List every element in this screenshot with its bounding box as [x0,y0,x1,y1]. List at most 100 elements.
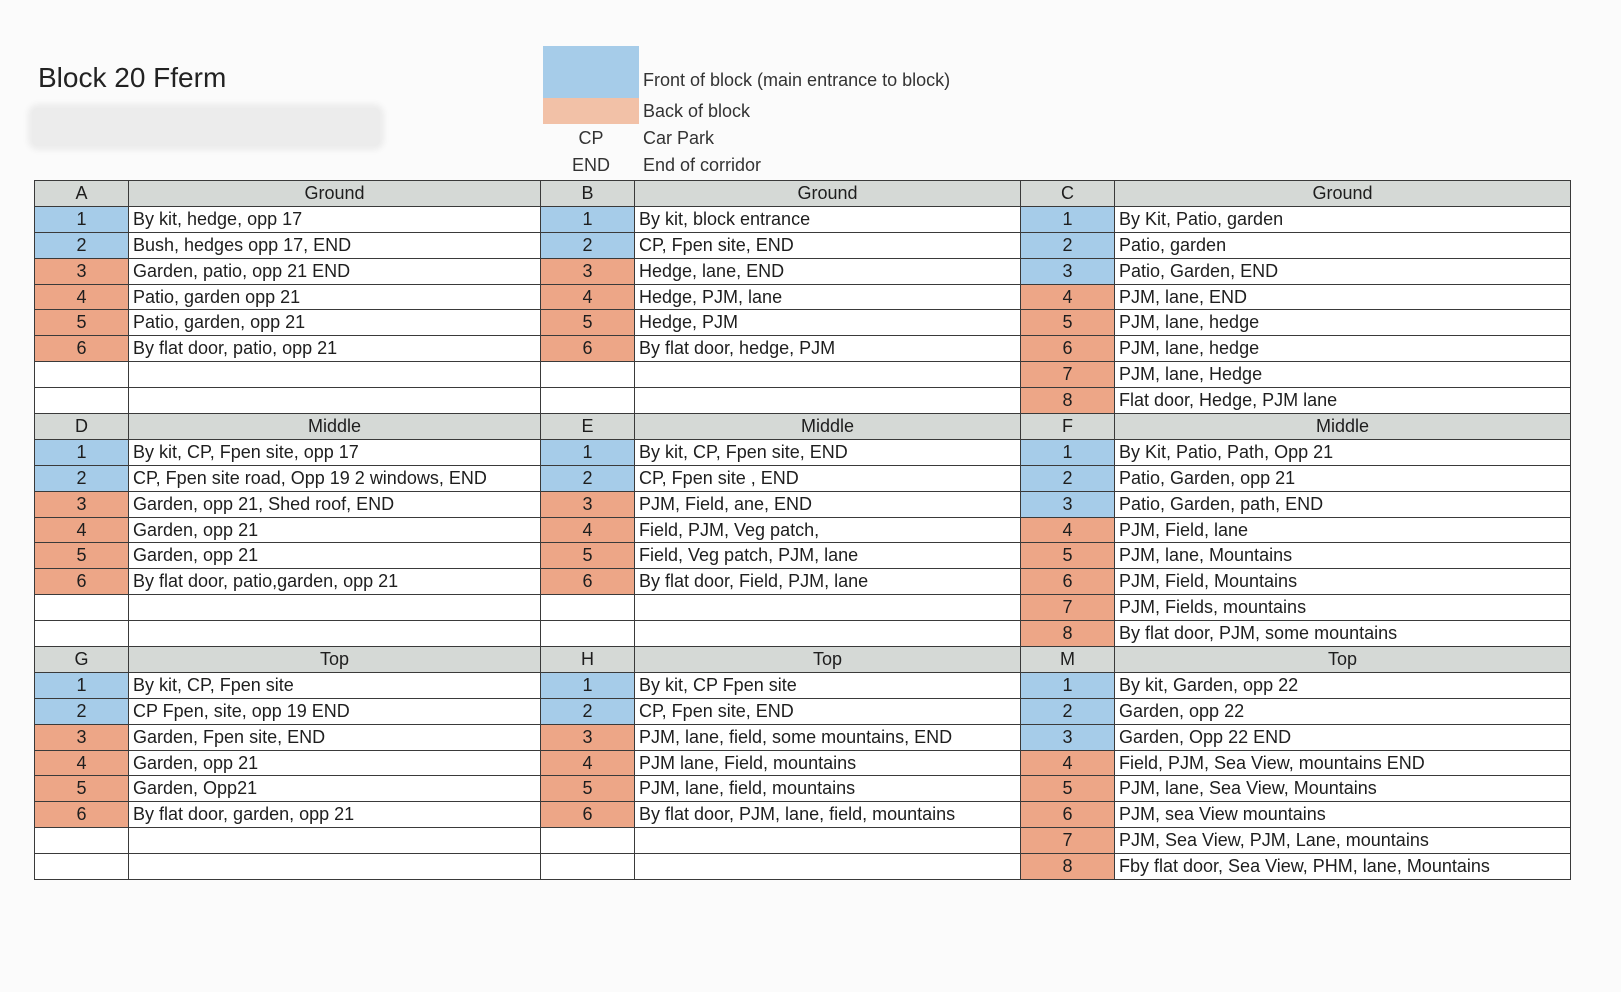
table-row: 8 Fby flat door, Sea View, PHM, lane, Mou… [34,853,1571,881]
empty-cell [540,827,635,855]
room-number: 5 [1020,309,1115,337]
room-description: PJM, lane, END [1114,283,1571,311]
empty-cell [34,620,129,648]
table-row: 5 Garden, Opp21 5 PJM, lane, field, mountai… [34,775,1571,803]
empty-cell [128,594,541,622]
empty-cell [34,594,129,622]
room-number: 3 [540,490,635,518]
room-description: By flat door, patio, opp 21 [128,335,541,363]
table-row: 8 By flat door, PJM, some mountains [34,620,1571,648]
table-row: 2 CP, Fpen site road, Opp 19 2 windows, E… [34,464,1571,492]
room-description: PJM, Field, ane, END [634,490,1021,518]
room-number: 1 [1020,205,1115,233]
room-number: 8 [1020,387,1115,415]
room-number: 2 [34,697,129,725]
room-number: 3 [34,490,129,518]
room-description: By Kit, Patio, Path, Opp 21 [1114,438,1571,466]
room-description: PJM, Field, Mountains [1114,568,1571,596]
empty-cell [634,853,1021,881]
block-letter: D [34,413,129,440]
room-number: 3 [540,257,635,285]
room-description: Hedge, PJM, lane [634,283,1021,311]
room-description: By kit, Garden, opp 22 [1114,671,1571,699]
empty-cell [540,387,635,415]
room-description: By flat door, PJM, some mountains [1114,620,1571,648]
empty-cell [128,853,541,881]
room-number: 8 [1020,620,1115,648]
empty-cell [128,387,541,415]
legend-back-swatch [543,98,639,124]
room-number: 1 [540,205,635,233]
room-number: 4 [34,283,129,311]
room-description: Garden, opp 22 [1114,697,1571,725]
block-letter: G [34,646,129,673]
floor-name: Top [128,646,541,673]
room-description: Patio, garden [1114,231,1571,259]
room-description: Fby flat door, Sea View, PHM, lane, Moun… [1114,853,1571,881]
room-description: By kit, CP, Fpen site [128,671,541,699]
table-row: 1 By kit, CP, Fpen site 1 By kit, CP Fpen s… [34,671,1571,699]
block-letter: H [540,646,635,673]
empty-cell [634,827,1021,855]
empty-cell [34,387,129,415]
room-description: Garden, opp 21 [128,749,541,777]
floor-header-row: A Ground B Ground C Ground [34,180,1571,207]
floor-name: Top [1114,646,1571,673]
room-number: 6 [34,568,129,596]
room-description: CP, Fpen site, END [634,231,1021,259]
room-description: Field, PJM, Sea View, mountains END [1114,749,1571,777]
room-description: PJM, sea View mountains [1114,801,1571,829]
floor-header-row: G Top H Top M Top [34,646,1571,673]
room-description: CP Fpen, site, opp 19 END [128,697,541,725]
flats-table: A Ground B Ground C Ground 1 By kit, hedge, opp… [34,180,1571,881]
room-number: 1 [1020,438,1115,466]
room-number: 6 [540,568,635,596]
room-number: 2 [1020,464,1115,492]
room-number: 8 [1020,853,1115,881]
empty-cell [34,827,129,855]
empty-cell [128,827,541,855]
room-description: PJM, Fields, mountains [1114,594,1571,622]
room-number: 5 [1020,775,1115,803]
room-number: 1 [34,671,129,699]
room-number: 3 [1020,723,1115,751]
legend-cp-code: CP [578,128,604,148]
room-number: 2 [540,231,635,259]
table-row: 6 By flat door, garden, opp 21 6 By flat do… [34,801,1571,829]
room-number: 1 [34,438,129,466]
room-number: 7 [1020,594,1115,622]
room-description: CP, Fpen site, END [634,697,1021,725]
table-row: 2 Bush, hedges opp 17, END 2 CP, Fpen site,… [34,231,1571,259]
legend-front-swatch [543,46,639,98]
room-description: Garden, patio, opp 21 END [128,257,541,285]
room-number: 5 [540,542,635,570]
floor-name: Middle [634,413,1021,440]
table-row: 3 Garden, opp 21, Shed roof, END 3 PJM, Fie… [34,490,1571,518]
block-letter: M [1020,646,1115,673]
room-number: 4 [540,516,635,544]
table-row: 7 PJM, Sea View, PJM, Lane, mountains [34,827,1571,855]
room-number: 7 [1020,827,1115,855]
room-description: Garden, Opp21 [128,775,541,803]
floor-name: Top [634,646,1021,673]
floor-name: Middle [1114,413,1571,440]
room-description: Garden, opp 21 [128,516,541,544]
room-description: Hedge, PJM [634,309,1021,337]
block-letter: B [540,180,635,207]
empty-cell [34,853,129,881]
room-number: 4 [1020,283,1115,311]
empty-cell [128,361,541,389]
room-number: 6 [34,335,129,363]
room-number: 2 [34,464,129,492]
table-row: 5 Patio, garden, opp 21 5 Hedge, PJM 5 PJM, l… [34,309,1571,337]
room-description: Patio, Garden, opp 21 [1114,464,1571,492]
table-row: 4 Garden, opp 21 4 PJM lane, Field, mountai… [34,749,1571,777]
room-description: By flat door, Field, PJM, lane [634,568,1021,596]
room-description: Hedge, lane, END [634,257,1021,285]
room-description: Garden, opp 21 [128,542,541,570]
room-number: 2 [540,464,635,492]
room-number: 2 [540,697,635,725]
empty-cell [634,620,1021,648]
table-row: 8 Flat door, Hedge, PJM lane [34,387,1571,415]
room-number: 2 [34,231,129,259]
